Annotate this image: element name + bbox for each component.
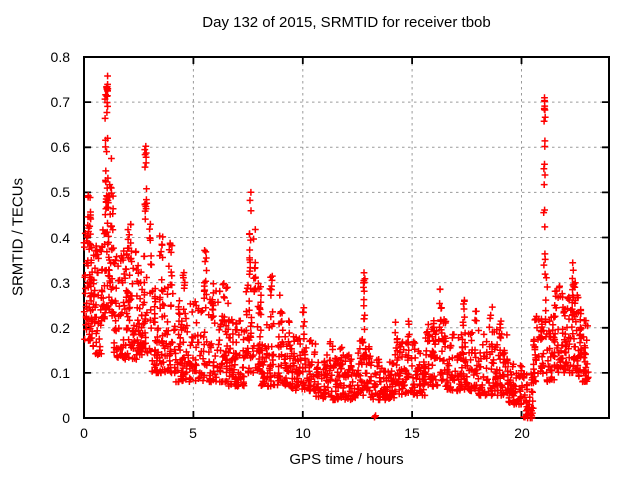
y-tick-label-0.6: 0.6	[50, 139, 70, 155]
y-tick-label-0.1: 0.1	[50, 365, 70, 381]
x-tick-label-20: 20	[514, 425, 530, 441]
x-axis-title: GPS time / hours	[289, 451, 404, 468]
y-tick-label-0.5: 0.5	[50, 184, 70, 200]
x-tick-label-10: 10	[295, 425, 311, 441]
y-tick-label-0.2: 0.2	[50, 320, 70, 336]
y-tick-label-0.8: 0.8	[50, 49, 70, 65]
x-tick-label-15: 15	[404, 425, 420, 441]
y-tick-label-0.7: 0.7	[50, 94, 70, 110]
y-tick-label-0.3: 0.3	[50, 275, 70, 291]
y-tick-label-0.4: 0.4	[50, 230, 70, 246]
y-tick-label-0: 0	[62, 410, 70, 426]
x-tick-label-5: 5	[189, 425, 197, 441]
x-tick-label-0: 0	[80, 425, 88, 441]
chart-title: Day 132 of 2015, SRMTID for receiver tbo…	[202, 14, 491, 31]
